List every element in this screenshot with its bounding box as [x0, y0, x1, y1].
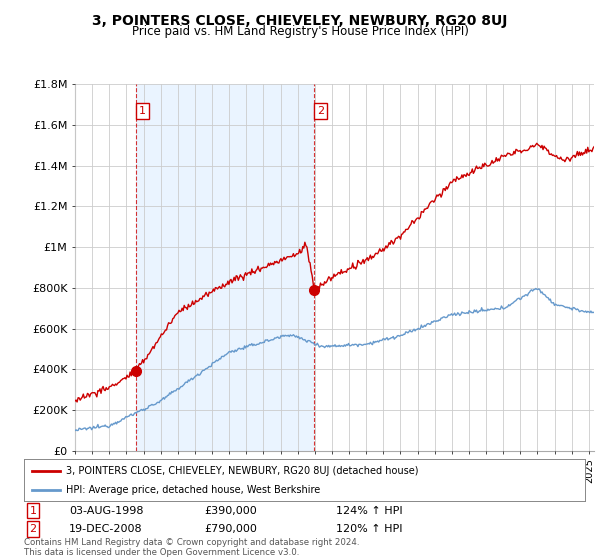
Text: 3, POINTERS CLOSE, CHIEVELEY, NEWBURY, RG20 8UJ (detached house): 3, POINTERS CLOSE, CHIEVELEY, NEWBURY, R… — [66, 465, 419, 475]
Text: 19-DEC-2008: 19-DEC-2008 — [69, 524, 143, 534]
Text: 1: 1 — [139, 106, 146, 116]
Text: Price paid vs. HM Land Registry's House Price Index (HPI): Price paid vs. HM Land Registry's House … — [131, 25, 469, 38]
Text: 124% ↑ HPI: 124% ↑ HPI — [336, 506, 403, 516]
Text: £390,000: £390,000 — [204, 506, 257, 516]
Bar — [136, 84, 314, 451]
Text: 03-AUG-1998: 03-AUG-1998 — [69, 506, 143, 516]
Text: 3, POINTERS CLOSE, CHIEVELEY, NEWBURY, RG20 8UJ: 3, POINTERS CLOSE, CHIEVELEY, NEWBURY, R… — [92, 14, 508, 28]
Text: Contains HM Land Registry data © Crown copyright and database right 2024.
This d: Contains HM Land Registry data © Crown c… — [24, 538, 359, 557]
Text: 2: 2 — [317, 106, 324, 116]
Text: £790,000: £790,000 — [204, 524, 257, 534]
Text: 120% ↑ HPI: 120% ↑ HPI — [336, 524, 403, 534]
Text: HPI: Average price, detached house, West Berkshire: HPI: Average price, detached house, West… — [66, 485, 320, 495]
Text: 1: 1 — [29, 506, 37, 516]
Text: 2: 2 — [29, 524, 37, 534]
